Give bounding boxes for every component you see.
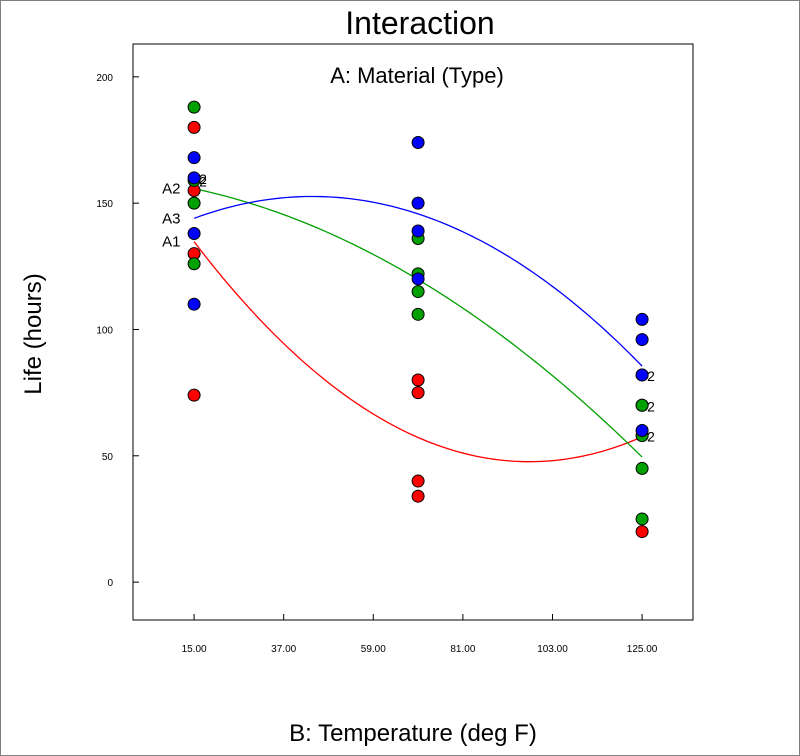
y-tick-label: 50: [102, 452, 114, 463]
replicate-count-label: 2: [199, 173, 207, 189]
fit-curve-a3: [193, 195, 643, 367]
chart-subtitle: A: Material (Type): [330, 63, 504, 88]
data-point-a3: [411, 136, 425, 150]
data-point-a1: [187, 120, 201, 134]
y-tick-label: 100: [96, 325, 113, 336]
data-point-a3: [187, 151, 201, 165]
replicate-count-label: 2: [647, 368, 655, 384]
data-point-a1: [411, 489, 425, 503]
data-point-a2: [187, 100, 201, 114]
data-point-a2: [187, 257, 201, 271]
x-tick-label: 103.00: [537, 644, 568, 655]
plot-frame: [132, 43, 694, 621]
data-points: [187, 100, 649, 539]
replicate-count-label: 2: [199, 171, 207, 187]
x-tick-label: 81.00: [450, 644, 475, 655]
x-tick-label: 15.00: [182, 644, 207, 655]
data-point-a3: [635, 424, 649, 438]
data-point-a2: [187, 196, 201, 210]
y-tick-label: 200: [96, 73, 113, 84]
data-point-a2: [635, 398, 649, 412]
data-point-a3: [187, 297, 201, 311]
data-point-a3: [411, 196, 425, 210]
fit-curve-a1: [193, 241, 643, 463]
series-label-a3: A3: [162, 210, 180, 227]
data-point-a1: [187, 388, 201, 402]
y-tick-label: 0: [107, 578, 113, 589]
data-point-a3: [635, 312, 649, 326]
x-tick-label: 59.00: [361, 644, 386, 655]
chart-title: Interaction: [345, 5, 494, 41]
data-point-a3: [635, 368, 649, 382]
data-point-a3: [635, 333, 649, 347]
data-point-a3: [411, 272, 425, 286]
x-axis-label: B: Temperature (deg F): [289, 720, 537, 747]
data-point-a3: [187, 226, 201, 240]
data-point-a1: [411, 474, 425, 488]
data-point-a1: [411, 386, 425, 400]
y-axis-label: Life (hours): [20, 273, 47, 394]
series-label-a2: A2: [162, 181, 180, 198]
axes: 15.00 37.00 59.00 81.00 103.00 125.00 0 50 100 15…: [96, 73, 658, 655]
data-point-a2: [411, 307, 425, 321]
x-tick-label: 125.00: [627, 644, 658, 655]
series-label-a1: A1: [162, 234, 180, 251]
data-point-a3: [187, 171, 201, 185]
replicate-count-label: 2: [647, 429, 655, 445]
y-tick-label: 150: [96, 199, 113, 210]
replicate-count-label: 2: [647, 398, 655, 414]
x-tick-label: 37.00: [271, 644, 296, 655]
data-point-a2: [411, 285, 425, 299]
data-point-a2: [635, 461, 649, 475]
data-point-a1: [411, 373, 425, 387]
data-point-a3: [411, 224, 425, 238]
data-point-a2: [635, 512, 649, 526]
data-point-a1: [635, 525, 649, 539]
